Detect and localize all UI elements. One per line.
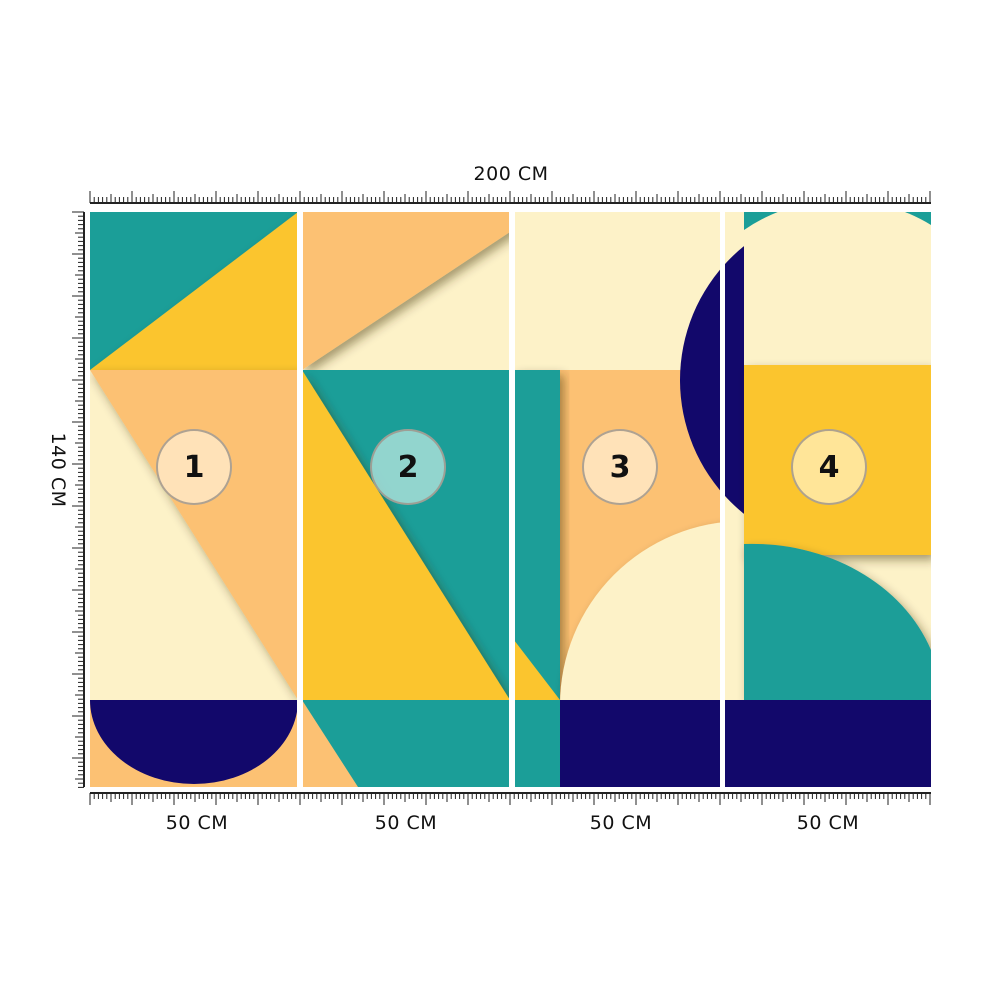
panel-4-number-badge: 4 (791, 429, 867, 505)
panel-2-artwork (302, 212, 510, 787)
panel-2-width-label: 50 CM (374, 812, 438, 834)
panel-1-artwork (90, 212, 298, 787)
total-width-label: 200 CM (473, 163, 549, 185)
left-ruler (72, 211, 85, 788)
panel-1-width-label: 50 CM (165, 812, 229, 834)
panel-4-artwork (724, 212, 931, 787)
panel-3-width-label: 50 CM (589, 812, 653, 834)
panel-2-number-badge: 2 (370, 429, 446, 505)
panel-seams (297, 208, 725, 790)
panel-3-artwork (514, 212, 721, 787)
total-height-label: 140 CM (47, 432, 69, 508)
panel-4-width-label: 50 CM (796, 812, 860, 834)
top-ruler (89, 191, 931, 204)
bottom-ruler (89, 792, 931, 805)
panel-3-number-badge: 3 (582, 429, 658, 505)
panel-1-number-badge: 1 (156, 429, 232, 505)
